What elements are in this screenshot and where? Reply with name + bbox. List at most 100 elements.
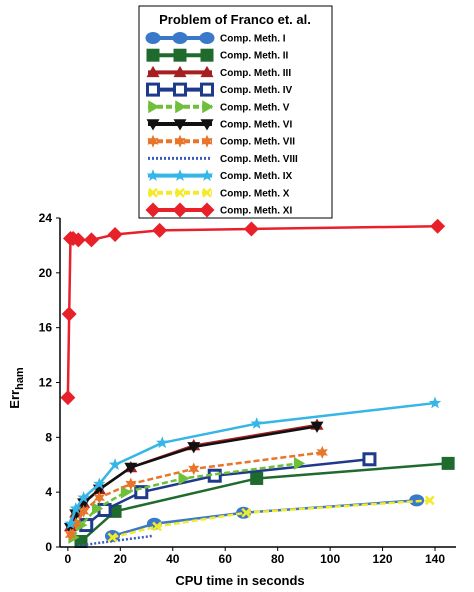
legend-marker [201, 134, 213, 148]
data-point [310, 421, 324, 433]
legend-marker [146, 65, 160, 78]
legend-marker [175, 187, 185, 198]
data-point [108, 458, 122, 471]
y-axis-title-subscript: ham [14, 367, 26, 390]
legend-marker [173, 82, 187, 97]
data-point [61, 306, 77, 322]
data-point [430, 218, 446, 234]
series-11 [60, 218, 446, 406]
series-7 [64, 445, 328, 542]
legend-item: Comp. Meth. III [146, 65, 291, 79]
data-point [187, 442, 201, 454]
data-point [156, 436, 169, 449]
y-axis-title-main: Err [7, 390, 22, 409]
legend-item: Comp. Meth. XI [145, 202, 292, 218]
series-8 [78, 534, 152, 547]
series-line [112, 499, 430, 539]
data-point [241, 507, 252, 518]
legend-marker [173, 65, 187, 78]
y-ticks: 0 4 8 12 16 20 24 [39, 211, 60, 554]
legend-marker [145, 32, 161, 44]
data-point [362, 452, 377, 467]
data-point [91, 502, 104, 516]
data-point [243, 221, 259, 237]
legend-marker [146, 119, 160, 131]
y-tick-label: 16 [39, 321, 53, 335]
data-point [77, 504, 90, 518]
series-9 [64, 396, 442, 529]
legend-marker [173, 169, 187, 181]
x-axis-title: CPU time in seconds [175, 573, 304, 588]
legend-item: Comp. Meth. X [148, 187, 290, 199]
legend-label: Comp. Meth. III [220, 68, 291, 79]
x-tick-label: 80 [271, 552, 285, 566]
legend-item: Comp. Meth. VII [147, 134, 295, 148]
axes [59, 218, 456, 548]
x-tick-label: 100 [320, 552, 340, 566]
plot-area [60, 218, 455, 549]
legend-marker [200, 48, 214, 62]
legend-label: Comp. Meth. XI [220, 206, 292, 217]
legend-marker [147, 134, 159, 148]
x-tick-label: 140 [425, 552, 445, 566]
x-tick-label: 120 [373, 552, 393, 566]
legend-item: Comp. Meth. V [148, 100, 290, 114]
legend-marker [145, 202, 161, 218]
data-point [108, 504, 122, 518]
data-point [152, 521, 162, 532]
data-point [93, 491, 105, 505]
legend-items: Comp. Meth. I Comp. Meth. II Comp. Meth. I… [145, 32, 298, 218]
legend-label: Comp. Meth. V [220, 102, 290, 113]
legend: Problem of Franco et. al. Comp. Meth. IC… [138, 5, 333, 219]
data-point [250, 417, 263, 429]
legend-box [138, 5, 333, 219]
x-ticks: 0 20 40 60 80 100 120 140 [65, 547, 445, 566]
legend-item: Comp. Meth. IV [146, 82, 293, 97]
series-line [66, 224, 438, 398]
legend-label: Comp. Meth. VI [220, 120, 292, 131]
legend-label: Comp. Meth. II [220, 51, 289, 62]
y-tick-label: 4 [45, 485, 52, 499]
legend-marker [173, 119, 187, 131]
y-tick-label: 24 [39, 211, 53, 225]
data-point [134, 485, 149, 500]
legend-marker [199, 202, 215, 218]
legend-marker [146, 48, 160, 62]
data-point [441, 456, 455, 470]
data-point [293, 456, 306, 470]
legend-label: Comp. Meth. VIII [220, 154, 298, 165]
data-point [107, 532, 118, 543]
y-tick-label: 12 [39, 376, 53, 390]
legend-label: Comp. Meth. X [220, 188, 290, 199]
data-point [120, 485, 133, 499]
legend-item: Comp. Meth. I [145, 32, 286, 45]
legend-marker [172, 202, 188, 218]
data-point [70, 232, 86, 248]
legend-marker [200, 119, 214, 131]
series-line [80, 462, 449, 543]
data-point [250, 471, 264, 485]
data-point [124, 462, 138, 474]
legend-marker [175, 100, 187, 114]
legend-marker [199, 32, 215, 44]
legend-marker [146, 82, 160, 97]
legend-marker [202, 187, 212, 198]
y-axis-title: Errham [7, 367, 26, 409]
x-tick-label: 20 [114, 552, 128, 566]
legend-marker [173, 48, 187, 62]
legend-label: Comp. Meth. IV [220, 85, 293, 96]
x-tick-label: 0 [65, 552, 72, 566]
legend-title: Problem of Franco et. al. [159, 12, 311, 27]
legend-marker [200, 82, 214, 97]
y-tick-label: 20 [39, 266, 53, 280]
series-10 [107, 495, 435, 543]
legend-marker [200, 65, 214, 78]
legend-item: Comp. Meth. II [146, 48, 289, 62]
legend-item: Comp. Meth. IX [146, 169, 293, 182]
data-point [69, 502, 82, 514]
legend-item: Comp. Meth. VIII [148, 154, 298, 165]
y-tick-label: 0 [45, 540, 52, 554]
data-point [178, 471, 190, 485]
data-point [64, 517, 77, 529]
legend-marker [148, 100, 160, 114]
